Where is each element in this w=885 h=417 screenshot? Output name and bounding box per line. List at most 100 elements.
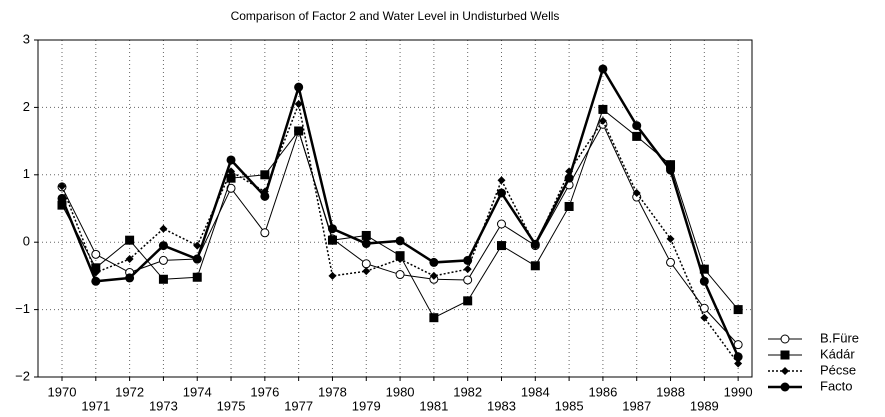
marker: [327, 224, 337, 234]
legend-label: Pécse: [820, 362, 856, 377]
x-tick-label: 1987: [622, 398, 651, 413]
marker: [632, 131, 642, 141]
marker: [125, 235, 135, 245]
x-tick-label: 1981: [419, 398, 448, 413]
marker: [125, 255, 134, 264]
x-tick-label: 1970: [48, 384, 77, 399]
marker: [396, 255, 405, 264]
marker: [632, 121, 642, 131]
marker: [192, 272, 202, 282]
y-tick-label: −1: [15, 301, 30, 316]
marker: [260, 170, 270, 180]
marker: [530, 239, 540, 249]
marker: [226, 173, 236, 183]
marker: [666, 160, 676, 170]
marker: [496, 188, 506, 198]
marker: [733, 352, 743, 362]
x-tick-label: 1988: [656, 384, 685, 399]
marker: [361, 230, 371, 240]
marker: [497, 176, 506, 185]
marker: [429, 257, 439, 267]
marker: [699, 303, 709, 313]
marker: [192, 254, 202, 264]
y-tick-label: −2: [15, 368, 30, 383]
marker: [733, 340, 743, 350]
marker: [780, 334, 790, 344]
marker: [158, 255, 168, 265]
x-tick-label: 1974: [183, 384, 212, 399]
marker: [564, 201, 574, 211]
marker: [327, 235, 337, 245]
marker: [530, 261, 540, 271]
x-tick-label: 1985: [555, 398, 584, 413]
marker: [57, 193, 67, 203]
marker: [91, 263, 101, 273]
marker: [429, 271, 438, 280]
marker: [463, 275, 473, 285]
marker: [734, 359, 743, 368]
marker: [463, 255, 473, 265]
x-tick-label: 1986: [588, 384, 617, 399]
series-line: [61, 123, 739, 345]
marker: [463, 265, 472, 274]
marker: [699, 264, 709, 274]
marker: [125, 273, 135, 283]
x-tick-label: 1979: [352, 398, 381, 413]
marker: [260, 228, 270, 238]
marker: [632, 188, 641, 197]
marker: [91, 249, 101, 259]
marker: [294, 100, 303, 109]
x-tick-label: 1989: [690, 398, 719, 413]
marker: [294, 126, 304, 136]
marker: [496, 219, 506, 229]
marker: [226, 155, 236, 165]
marker: [260, 191, 270, 201]
marker: [361, 239, 371, 249]
x-tick-label: 1976: [250, 384, 279, 399]
marker: [159, 224, 168, 233]
marker: [158, 241, 168, 251]
marker: [463, 296, 473, 306]
x-tick-label: 1975: [217, 398, 246, 413]
x-tick-label: 1980: [386, 384, 415, 399]
marker: [733, 305, 743, 315]
marker: [598, 64, 608, 74]
y-tick-label: 3: [23, 31, 30, 46]
marker: [395, 236, 405, 246]
x-tick-label: 1982: [453, 384, 482, 399]
x-tick-label: 1973: [149, 398, 178, 413]
marker: [429, 313, 439, 323]
marker: [699, 276, 709, 286]
chart-title: Comparison of Factor 2 and Water Level i…: [231, 9, 560, 23]
x-tick-label: 1972: [115, 384, 144, 399]
marker: [226, 183, 236, 193]
x-tick-label: 1990: [724, 384, 753, 399]
marker: [193, 241, 202, 250]
marker: [361, 259, 371, 269]
marker: [666, 234, 675, 243]
x-tick-label: 1978: [318, 384, 347, 399]
marker: [598, 104, 608, 114]
marker: [158, 274, 168, 284]
plot-frame: [37, 39, 753, 378]
marker: [294, 82, 304, 92]
marker: [395, 270, 405, 280]
marker: [781, 367, 789, 375]
marker: [598, 116, 607, 125]
marker: [58, 182, 67, 191]
marker: [666, 165, 676, 175]
legend-label: B.Füre: [820, 330, 859, 345]
y-tick-label: 2: [23, 99, 30, 114]
x-tick-label: 1977: [284, 398, 313, 413]
legend-label: Facto: [820, 378, 853, 393]
marker: [780, 382, 790, 392]
legend-label: Kádár: [820, 346, 855, 361]
marker: [496, 241, 506, 251]
marker: [362, 267, 371, 276]
x-tick-label: 1984: [521, 384, 550, 399]
y-tick-label: 0: [23, 234, 30, 249]
marker: [780, 350, 790, 360]
marker: [666, 257, 676, 267]
marker: [57, 200, 67, 210]
